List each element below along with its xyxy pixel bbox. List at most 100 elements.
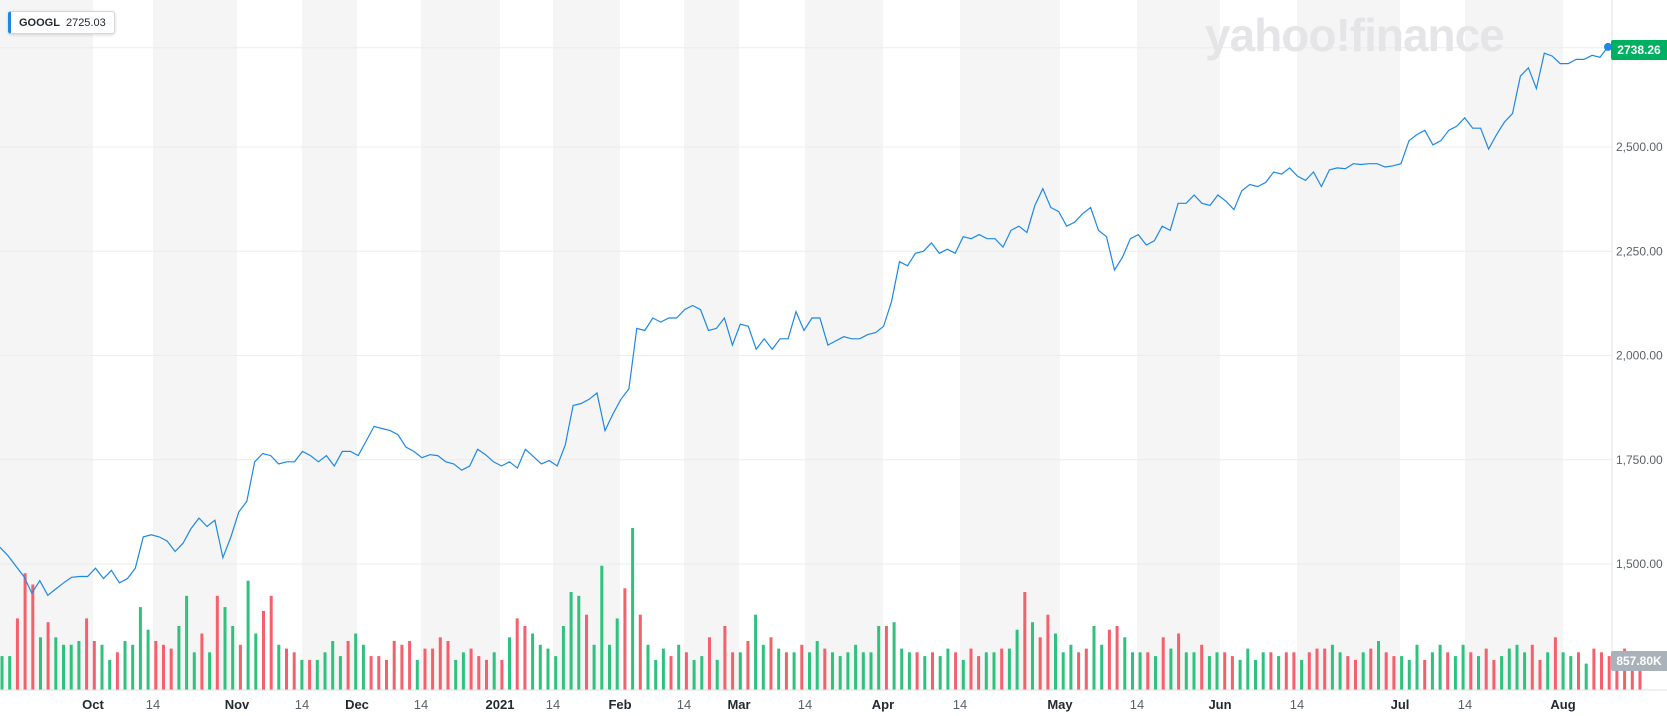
- x-tick-label: May: [1047, 697, 1073, 712]
- volume-bar: [154, 641, 158, 690]
- volume-bar: [977, 656, 981, 690]
- volume-bar: [577, 595, 581, 690]
- volume-bar: [915, 652, 919, 690]
- volume-bar: [269, 595, 273, 690]
- period-band: [1297, 0, 1400, 690]
- volume-bar: [508, 637, 511, 690]
- volume-bar: [285, 648, 288, 690]
- volume-bar: [861, 652, 865, 690]
- volume-bar: [423, 648, 427, 690]
- x-tick-label: 14: [414, 697, 428, 712]
- volume-bar: [1500, 656, 1504, 690]
- volume-bar: [77, 641, 81, 690]
- volume-bar: [1077, 652, 1081, 690]
- volume-bar: [1615, 656, 1619, 690]
- volume-bar: [1146, 652, 1150, 690]
- volume-bar: [361, 644, 365, 690]
- volume-bar: [215, 595, 219, 690]
- volume-bar: [546, 648, 550, 690]
- volume-bar: [931, 652, 934, 690]
- volume-bar: [1315, 648, 1319, 690]
- volume-bar: [1584, 663, 1588, 690]
- volume-bar: [300, 659, 304, 690]
- volume-bar: [1515, 644, 1519, 690]
- x-tick-label: Apr: [872, 697, 894, 712]
- volume-bar: [1538, 659, 1542, 690]
- x-tick-label: Mar: [727, 697, 750, 712]
- y-tick-label: 2,000.00: [1616, 349, 1663, 363]
- volume-bar: [1400, 656, 1404, 690]
- volume-bar: [615, 618, 619, 690]
- volume-bar: [1254, 659, 1257, 690]
- volume-bar: [446, 641, 450, 690]
- volume-bar: [1569, 656, 1573, 690]
- x-tick-label: 14: [1458, 697, 1472, 712]
- volume-bar: [708, 637, 711, 690]
- x-tick-label: Jun: [1208, 697, 1231, 712]
- volume-bar: [1200, 644, 1204, 690]
- volume-bar: [1507, 648, 1511, 690]
- volume-bar: [62, 644, 65, 690]
- volume-bar: [138, 607, 142, 690]
- volume-bar: [46, 622, 50, 690]
- ticker-symbol: GOOGL: [19, 16, 60, 29]
- volume-bar: [777, 648, 781, 690]
- volume-bar: [315, 659, 319, 690]
- volume-bar: [823, 648, 827, 690]
- volume-bar: [1346, 656, 1350, 690]
- x-tick-label: 14: [546, 697, 560, 712]
- volume-bar: [392, 641, 396, 690]
- volume-bar: [946, 648, 950, 690]
- volume-bar: [192, 652, 196, 690]
- volume-bar: [1392, 656, 1396, 690]
- yahoo-finance-logo: yahoo!finance: [1205, 9, 1505, 61]
- volume-bar: [515, 618, 519, 690]
- period-band: [1465, 0, 1563, 690]
- volume-bar: [1031, 622, 1034, 690]
- volume-bar: [1177, 633, 1181, 690]
- volume-bar: [1477, 656, 1480, 690]
- volume-bar: [8, 656, 12, 690]
- volume-bar: [308, 659, 312, 690]
- volume-bar: [1430, 652, 1434, 690]
- volume-bar: [1115, 626, 1119, 690]
- volume-bar: [1184, 652, 1188, 690]
- x-tick-label: 14: [146, 697, 160, 712]
- volume-bar: [1484, 648, 1488, 690]
- price-line: [0, 46, 1609, 597]
- volume-bar: [492, 652, 496, 690]
- volume-bar: [1330, 644, 1334, 690]
- volume-bar: [1438, 644, 1442, 690]
- volume-bar: [592, 644, 596, 690]
- volume-bar: [162, 644, 165, 690]
- volume-bar: [1469, 652, 1473, 690]
- volume-bar: [1169, 648, 1173, 690]
- volume-bar: [638, 614, 642, 690]
- volume-bar: [1523, 652, 1527, 690]
- volume-bar: [1123, 637, 1127, 690]
- volume-bar: [523, 626, 527, 690]
- volume-bar: [1107, 629, 1111, 690]
- volume-bar: [800, 644, 804, 690]
- volume-bar: [108, 659, 112, 690]
- volume-bar: [1015, 629, 1019, 690]
- volume-bar: [438, 637, 442, 690]
- volume-bar: [792, 652, 796, 690]
- volume-bar: [654, 659, 658, 690]
- volume-bar: [1154, 656, 1157, 690]
- volume-bar: [661, 648, 665, 690]
- volume-bar: [769, 637, 773, 690]
- volume-bar: [531, 633, 535, 690]
- volume-bar: [115, 652, 119, 690]
- x-tick-label: Feb: [608, 697, 631, 712]
- volume-bar: [561, 626, 565, 690]
- volume-bar: [692, 659, 696, 690]
- volume-bar: [669, 656, 673, 690]
- volume-bar: [608, 644, 611, 690]
- volume-bar: [1215, 652, 1219, 690]
- volume-bar: [677, 644, 681, 690]
- period-band: [421, 0, 500, 690]
- volume-bar: [1338, 652, 1342, 690]
- ticker-tag[interactable]: GOOGL 2725.03: [8, 11, 115, 34]
